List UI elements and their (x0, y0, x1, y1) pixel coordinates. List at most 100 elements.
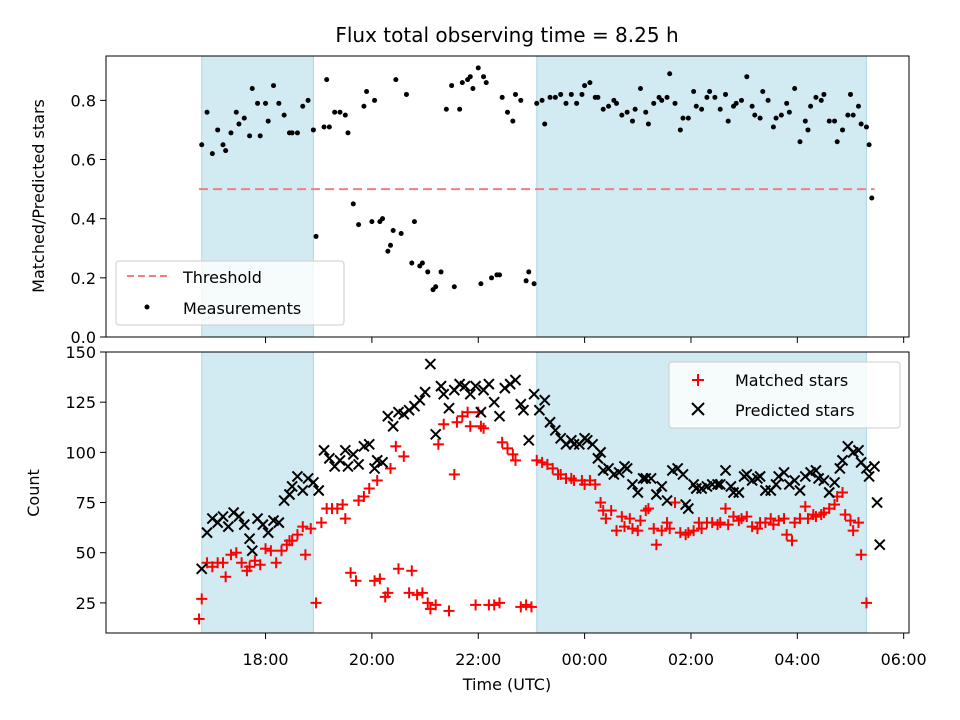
matched-star-point (815, 509, 827, 521)
measurement-point (510, 118, 516, 124)
predicted-star-point (778, 466, 790, 479)
measurement-point (534, 100, 540, 106)
shaded-interval (201, 351, 314, 634)
measurement-point (425, 269, 431, 275)
predicted-star-point (754, 470, 766, 483)
matched-star-point (254, 559, 266, 571)
matched-star-point (829, 499, 841, 511)
measurement-point (369, 219, 375, 225)
predicted-star-point (318, 444, 330, 457)
measurement-point (364, 88, 370, 94)
y-tick-label: 100 (65, 443, 96, 462)
measurement-point (691, 88, 697, 94)
measurement-point (802, 118, 808, 124)
matched-star-point (696, 523, 708, 535)
measurement-point (467, 74, 473, 80)
measurement-point (342, 112, 348, 118)
measurement-point (765, 97, 771, 103)
measurement-point (629, 118, 635, 124)
predicted-star-point (515, 398, 527, 410)
matched-star-point (299, 549, 311, 561)
matched-star-point (664, 523, 676, 535)
measurement-point (220, 142, 226, 148)
predicted-star-point (196, 563, 208, 575)
measurement-point (361, 103, 367, 109)
matched-star-point (305, 523, 317, 535)
matched-star-point (778, 513, 790, 525)
matched-star-point (244, 561, 256, 573)
predicted-star-point (823, 486, 835, 499)
predicted-star-point (650, 488, 663, 501)
predicted-star-point (677, 468, 689, 481)
measurement-point (475, 65, 481, 71)
matched-star-point (648, 523, 660, 535)
measurement-point (770, 124, 776, 130)
measurement-point (752, 112, 758, 118)
matched-star-point (392, 563, 404, 575)
matched-star-point (656, 525, 668, 537)
measurement-point (324, 77, 330, 83)
top-panel: 0.00.20.40.60.8 Matched/Predicted stars … (29, 55, 910, 347)
measurement-point (419, 260, 425, 266)
measurement-point (305, 97, 311, 103)
predicted-star-point (469, 380, 482, 392)
y-tick-label: 0.6 (71, 151, 96, 170)
matched-star-point (494, 597, 506, 609)
legend-measurements-label: Measurements (183, 299, 301, 318)
predicted-star-point (770, 478, 782, 491)
measurement-point (712, 94, 718, 100)
measurement-point (784, 100, 790, 106)
legend-matched-swatch (692, 374, 704, 386)
predicted-star-point (645, 472, 657, 485)
matched-star-point (611, 525, 623, 537)
matched-star-point (432, 438, 444, 450)
shaded-interval (536, 55, 867, 338)
predicted-star-point (459, 380, 471, 392)
measurement-point (449, 83, 455, 89)
measurement-point (289, 130, 295, 136)
predicted-star-point (868, 460, 881, 473)
matched-star-point (260, 543, 272, 555)
matched-star-point (382, 587, 394, 599)
measurement-point (723, 91, 729, 97)
measurement-point (863, 124, 869, 130)
measurement-point (281, 112, 287, 118)
matched-star-point (837, 487, 849, 498)
matched-star-point (688, 525, 700, 537)
measurement-point (866, 142, 872, 148)
matched-star-point (624, 513, 636, 525)
matched-star-point (600, 513, 612, 525)
measurement-point (832, 118, 838, 124)
matched-star-point (515, 601, 527, 613)
measurement-point (321, 124, 327, 130)
measurement-point (539, 97, 545, 103)
measurement-point (677, 127, 683, 133)
y-tick-label: 0.4 (71, 210, 96, 229)
measurement-point (247, 133, 253, 139)
matched-star-point (632, 525, 644, 537)
measurement-point (558, 91, 564, 97)
measurement-point (489, 275, 495, 281)
measurement-point (778, 112, 784, 118)
measurement-point (265, 118, 271, 124)
measurement-point (619, 112, 625, 118)
x-tick-label: 04:00 (774, 650, 820, 669)
measurement-point (834, 139, 840, 145)
measurement-point (438, 269, 444, 275)
predicted-star-point (430, 428, 442, 440)
measurement-point (725, 118, 731, 124)
matched-star-point (286, 535, 298, 547)
measurement-point (255, 100, 261, 106)
predicted-star-point (818, 474, 830, 487)
matched-star-point (502, 442, 513, 454)
y-tick-label: 0.8 (71, 91, 96, 110)
matched-star-point (786, 535, 798, 547)
predicted-star-point (297, 484, 309, 497)
measurement-point (499, 94, 505, 100)
matched-star-point (810, 511, 822, 523)
measurement-point (531, 281, 537, 287)
matched-star-point (315, 517, 327, 529)
predicted-star-point (533, 404, 546, 416)
predicted-star-point (313, 484, 325, 497)
measurement-point (372, 97, 378, 103)
